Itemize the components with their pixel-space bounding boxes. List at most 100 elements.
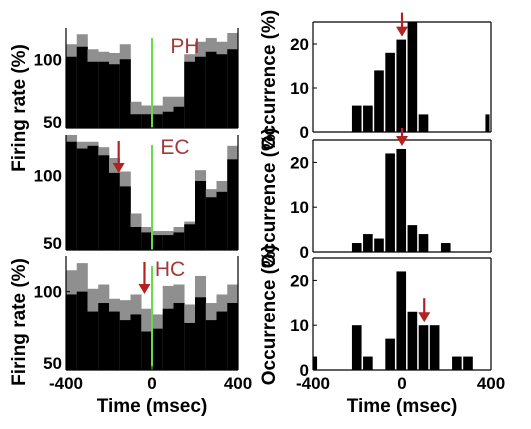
y-tick-label: 100 — [34, 50, 62, 69]
x-tick-label: 0 — [147, 374, 156, 393]
onset-arrow-4 — [396, 128, 408, 146]
onset-arrow-1 — [112, 141, 125, 173]
region-label-hc: HC — [155, 258, 185, 281]
bar — [407, 311, 418, 370]
bar — [227, 303, 239, 370]
bar — [216, 311, 228, 370]
bar — [463, 356, 473, 370]
y-tick-label: 20 — [290, 153, 309, 172]
bar — [227, 49, 239, 128]
bar — [162, 235, 174, 250]
left-ylabel-bottom: Firing rate (%) — [9, 258, 30, 386]
y-tick-label: 0 — [300, 361, 309, 380]
y-tick-label: 10 — [290, 79, 309, 98]
bar — [205, 197, 217, 250]
bar — [184, 322, 196, 370]
bar — [374, 238, 384, 252]
bar — [66, 141, 78, 250]
bar — [396, 39, 407, 132]
bar — [195, 181, 207, 250]
bar — [76, 291, 88, 370]
y-tick-label: 10 — [290, 316, 309, 335]
bar — [98, 61, 110, 128]
bar — [98, 303, 110, 370]
panel-ph-firing: 100 50 PH — [34, 28, 239, 132]
y-tick-label: 100 — [34, 283, 62, 302]
bar — [385, 153, 395, 252]
x-tick-label: 0 — [397, 374, 406, 393]
x-tick-label: 400 — [477, 374, 505, 393]
bar — [130, 114, 142, 128]
bar — [141, 114, 153, 128]
bar — [385, 52, 395, 132]
y-tick-label: 50 — [43, 234, 62, 253]
bar — [109, 172, 121, 250]
bar — [418, 325, 429, 370]
bar — [173, 232, 185, 250]
y-tick-label: 50 — [43, 113, 62, 132]
onset-arrow-5 — [418, 298, 431, 323]
panel-hc-firing: 100 50-400 0 400 HC — [34, 256, 252, 393]
bar — [87, 61, 99, 128]
bar — [227, 159, 239, 250]
bar — [374, 70, 384, 132]
panel-ec-firing: 100 50 EC — [34, 135, 239, 253]
onset-arrow-2 — [138, 262, 151, 294]
bar — [152, 235, 164, 250]
y-tick-label: 10 — [290, 198, 309, 217]
right-ylabel-middle: Occurrence (%) — [259, 128, 280, 268]
bar — [119, 320, 131, 370]
bar — [66, 294, 78, 370]
bar — [205, 51, 217, 128]
bar — [173, 106, 185, 128]
bar — [363, 105, 373, 132]
bar — [195, 297, 207, 370]
bar — [162, 308, 174, 370]
bar — [351, 105, 362, 132]
bar — [418, 234, 429, 252]
panel-ec-occurrence: 0 10 20 — [290, 128, 492, 262]
bar — [407, 225, 418, 252]
bar — [385, 338, 395, 370]
bar — [141, 232, 153, 250]
bar — [418, 114, 429, 132]
right-xlabel: Time (msec) — [347, 396, 458, 417]
bar — [130, 227, 142, 250]
bar — [87, 311, 99, 370]
bar — [351, 325, 362, 370]
bar — [429, 325, 440, 370]
bar — [173, 303, 185, 370]
x-tick-label: 400 — [224, 374, 252, 393]
bar — [130, 314, 142, 370]
bar — [76, 46, 88, 128]
y-tick-label: 100 — [34, 167, 62, 186]
bar — [195, 56, 207, 128]
y-tick-label: 0 — [300, 123, 309, 142]
panel-ph-occurrence: 0 10 20 — [290, 12, 492, 142]
bar — [162, 111, 174, 128]
bar — [152, 114, 164, 128]
y-tick-label: 20 — [290, 271, 309, 290]
bar — [351, 243, 362, 252]
bar — [452, 356, 462, 370]
y-tick-label: 50 — [43, 354, 62, 373]
left-ylabel-top: Firing rate (%) — [9, 44, 30, 172]
bar — [109, 311, 121, 370]
bar — [216, 54, 228, 128]
bar — [205, 320, 217, 370]
bar — [66, 56, 78, 128]
y-tick-label: 0 — [300, 243, 309, 262]
right-ylabel-top: Occurrence (%) — [259, 10, 280, 150]
bar — [216, 191, 228, 250]
onset-arrow-3 — [396, 12, 408, 37]
bar — [76, 148, 88, 250]
bar — [313, 356, 318, 370]
bar — [119, 186, 131, 250]
region-label-ph: PH — [170, 35, 199, 58]
region-label-ec: EC — [160, 136, 189, 159]
right-ylabel-bottom: Occurrence (%) — [259, 245, 280, 385]
bar — [407, 22, 418, 132]
